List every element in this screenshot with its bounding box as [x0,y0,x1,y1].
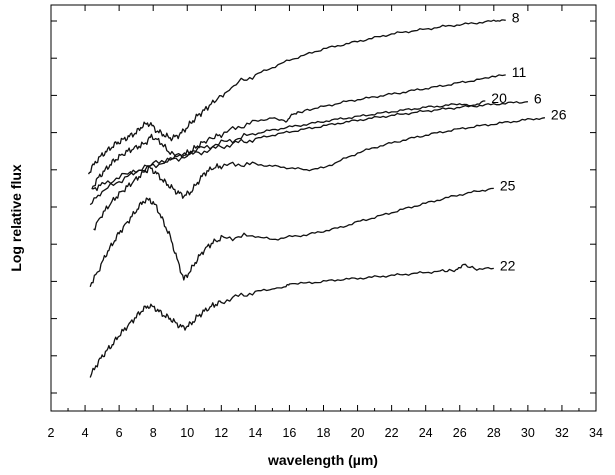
series-label-8: 8 [512,9,520,25]
series-line-6 [91,101,528,192]
x-tick-label: 32 [555,426,569,440]
x-tick-label: 6 [116,426,123,440]
x-tick-label: 24 [419,426,433,440]
series-line-22 [89,263,494,378]
x-axis-ticks: 2 4 6 8 10 12 14 16 18 20 22 24 26 28 30 32 34 [48,5,603,440]
series-line-8 [87,19,506,175]
series-line-20 [89,100,486,206]
y-axis-ticks [51,20,596,394]
series-label-22: 22 [500,257,516,273]
x-tick-label: 18 [317,426,331,440]
x-tick-label: 22 [385,426,399,440]
series-line-25 [89,187,494,288]
x-tick-label: 8 [150,426,157,440]
series-label-25: 25 [500,177,516,193]
x-tick-label: 20 [351,426,365,440]
series-lines [87,19,546,378]
x-tick-label: 2 [48,426,55,440]
series-labels: 8 11 20 6 26 25 22 [491,9,566,273]
x-tick-label: 4 [82,426,89,440]
x-axis-label: wavelength (µm) [267,452,378,468]
y-axis-label: Log relative flux [8,164,24,272]
series-label-6: 6 [534,91,542,107]
series-label-11: 11 [512,64,527,80]
x-tick-label: 30 [521,426,535,440]
x-tick-label: 16 [282,426,296,440]
x-tick-label: 10 [180,426,194,440]
x-tick-label: 34 [589,426,603,440]
series-line-26 [93,117,546,231]
x-tick-label: 12 [214,426,228,440]
x-tick-label: 28 [487,426,501,440]
x-tick-label: 14 [248,426,262,440]
series-label-20: 20 [491,90,507,106]
series-label-26: 26 [551,107,567,123]
series-line-11 [91,74,506,190]
x-tick-label: 26 [453,426,467,440]
